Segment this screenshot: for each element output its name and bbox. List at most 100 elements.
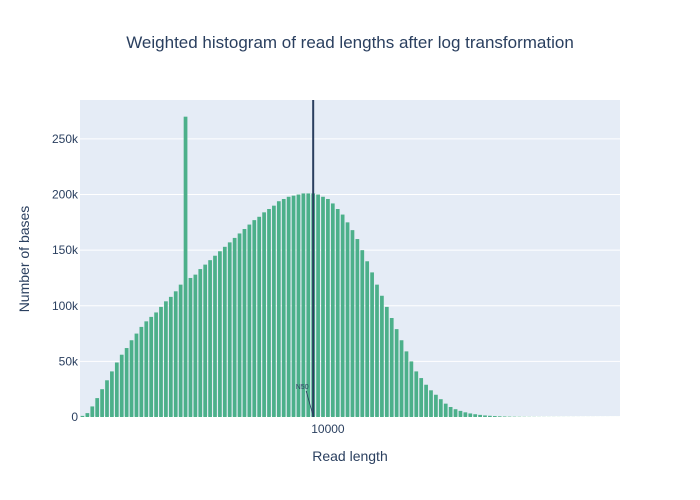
x-tick-label: 10000 [311,422,345,436]
histogram-bar [193,274,198,417]
histogram-bar [183,116,188,418]
histogram-bar [129,340,134,417]
histogram-bar [90,406,95,417]
histogram-bar [497,416,502,417]
x-tick-labels: 10000 [311,422,345,436]
histogram-bar [168,296,173,417]
histogram-bar [384,306,389,417]
histogram-bar [119,354,124,417]
x-axis-title: Read length [312,448,388,464]
histogram-bar [394,329,399,417]
histogram-bar [267,209,271,417]
histogram-bar [438,399,443,417]
histogram-bar [345,222,350,417]
histogram-bar [301,193,306,417]
histogram-bar [178,284,183,417]
y-tick-label: 100k [52,299,79,313]
histogram-bar [105,380,109,417]
histogram-bar [213,255,217,417]
histogram-bar [389,318,394,417]
histogram-bar [306,193,311,417]
n50-marker: N50 [296,100,315,417]
histogram-bar [492,416,497,417]
histogram-bar [473,414,478,417]
y-tick-label: 150k [52,243,79,257]
histogram-bar [414,371,419,417]
histogram-bar [340,214,345,417]
histogram-bar [370,272,374,417]
histogram-bar [149,316,154,417]
histogram-bar [114,362,119,417]
histogram-bar [124,348,129,417]
histogram-bar [335,209,340,417]
y-tick-label: 50k [59,354,79,368]
histogram-bar [262,212,266,417]
histogram-bar [159,306,163,417]
histogram-bar [139,326,144,417]
histogram-bar [330,203,335,417]
histogram-bar [350,230,355,417]
histogram-bar [95,398,100,417]
histogram-bar [399,340,404,417]
histogram-bar [355,239,360,417]
histogram-bar [134,333,139,417]
histogram-bar [419,378,424,417]
histogram-bar [222,246,227,417]
histogram-bar [208,260,212,417]
histogram-bar [232,237,237,417]
histogram-bar [218,251,222,417]
histogram-bar [458,410,463,417]
histogram-bar [154,312,158,417]
histogram-bar [247,224,252,417]
histogram-bar [257,216,262,417]
chart-title: Weighted histogram of read lengths after… [126,33,574,52]
histogram-bar [276,201,281,417]
y-tick-label: 0 [71,410,78,424]
histogram-bar [164,301,168,417]
histogram-bar [434,394,438,417]
histogram-bar [453,409,458,417]
histogram-bar [144,321,149,417]
histogram-bar [242,229,247,417]
histogram-bar [429,390,433,417]
histogram-bar [281,198,286,417]
histogram-bar [237,233,242,417]
histogram-bar [448,406,453,417]
histogram-bar [488,415,492,417]
histogram-bar [316,194,320,417]
histogram-bar [326,198,330,417]
histogram-bar [404,351,409,417]
y-tick-label: 250k [52,132,79,146]
n50-annotation: N50 [296,384,309,391]
histogram-bar [375,284,379,417]
histogram-bar [483,415,487,417]
histogram-bar [110,371,114,417]
histogram-bar [272,205,276,417]
y-axis-title: Number of bases [16,205,32,313]
histogram-bar [478,414,482,417]
histogram-bar [85,413,90,417]
histogram-bar [188,277,193,417]
n50-arrow [305,390,314,417]
histogram-bar [100,389,104,417]
histogram-bars [80,116,620,418]
histogram-bar [365,261,370,417]
y-tick-label: 200k [52,188,79,202]
y-tick-labels: 0 50k 100k 150k 200k 250k [52,132,79,424]
histogram-bar [360,250,365,417]
histogram-bar [463,412,468,417]
histogram-bar [380,295,384,417]
histogram-bar [291,195,296,417]
histogram-bar [198,269,203,417]
histogram-bar [252,220,257,417]
histogram-bar [80,415,85,417]
histogram-bar [443,403,448,417]
histogram-bar [321,196,325,417]
histogram-bar [296,194,301,417]
histogram-bar [424,384,428,417]
histogram-bar [502,416,507,417]
histogram-bar [203,264,208,417]
histogram-bar [409,361,414,417]
histogram-bar [286,196,291,417]
